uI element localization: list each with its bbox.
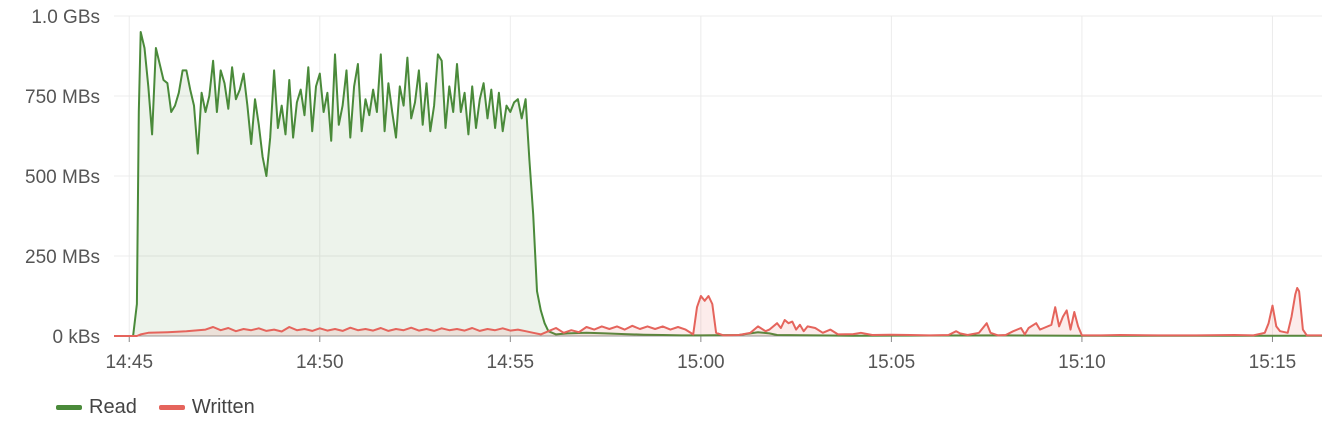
x-tick-label: 15:00 (677, 352, 725, 373)
legend-swatch-read (56, 405, 82, 410)
y-tick-label: 500 MBs (25, 167, 100, 188)
y-tick-label: 250 MBs (25, 247, 100, 268)
x-tick-label: 15:05 (868, 352, 916, 373)
series-area-read (114, 32, 1322, 336)
axis (114, 335, 1322, 342)
x-tick-label: 15:15 (1249, 352, 1297, 373)
y-tick-label: 1.0 GBs (31, 7, 100, 28)
y-tick-label: 750 MBs (25, 87, 100, 108)
legend-item-read[interactable]: Read (56, 396, 137, 419)
legend: Read Written (56, 396, 255, 419)
legend-label-written: Written (191, 396, 255, 418)
tick-labels: 0 kBs 250 MBs 500 MBs 750 MBs 1.0 GBs 14:45 14… (25, 7, 1296, 373)
legend-swatch-written (158, 405, 185, 410)
series-layer (114, 31, 1322, 337)
y-tick-label: 0 kBs (52, 327, 100, 348)
legend-item-written[interactable]: Written (158, 396, 255, 419)
x-tick-label: 15:10 (1058, 352, 1106, 373)
x-tick-label: 14:50 (296, 352, 344, 373)
series-line-written (114, 287, 1322, 337)
legend-label-read: Read (89, 396, 137, 418)
series-line-read (114, 31, 1322, 337)
x-tick-label: 14:45 (105, 352, 153, 373)
x-tick-label: 14:55 (487, 352, 535, 373)
